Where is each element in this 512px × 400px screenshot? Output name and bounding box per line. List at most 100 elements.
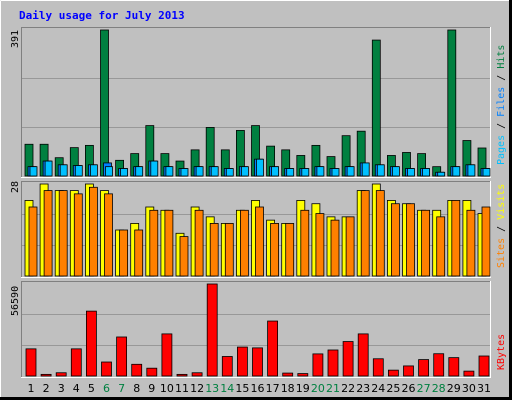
visits-ymax-label: 28 — [10, 181, 21, 193]
day-label-24: 24 — [371, 382, 385, 395]
bar-kbytes-day-2 — [40, 373, 52, 377]
bar-kbytes-day-1 — [25, 348, 37, 377]
bar-sites-day-1 — [28, 206, 38, 277]
legend-kbytes: KBytes — [496, 334, 507, 370]
bar-sites-day-10 — [164, 209, 174, 277]
bar-pages-day-6 — [105, 166, 113, 177]
day-label-29: 29 — [447, 382, 461, 395]
day-label-31: 31 — [477, 382, 491, 395]
bar-hits-day-6 — [100, 29, 109, 177]
day-label-28: 28 — [432, 382, 446, 395]
legend-files: Files — [496, 87, 507, 117]
day-label-9: 9 — [148, 382, 155, 395]
day-label-1: 1 — [28, 382, 35, 395]
day-label-7: 7 — [118, 382, 125, 395]
bar-kbytes-day-19 — [297, 373, 309, 377]
bar-kbytes-day-31 — [478, 355, 490, 377]
bar-kbytes-day-25 — [387, 369, 399, 377]
bar-sites-day-22 — [345, 216, 355, 277]
day-label-14: 14 — [220, 382, 234, 395]
day-label-27: 27 — [417, 382, 431, 395]
bar-pages-day-16 — [256, 158, 264, 177]
bar-sites-day-2 — [43, 190, 53, 277]
day-label-16: 16 — [251, 382, 265, 395]
day-label-21: 21 — [326, 382, 340, 395]
bar-sites-day-17 — [270, 223, 280, 277]
legend-visits-sites: Sites / Visits — [496, 184, 507, 268]
bar-sites-day-24 — [375, 190, 385, 277]
bar-kbytes-day-29 — [448, 357, 460, 377]
bar-sites-day-28 — [436, 216, 446, 277]
bar-sites-day-20 — [315, 213, 325, 277]
bar-kbytes-day-10 — [161, 333, 173, 377]
day-label-11: 11 — [175, 382, 189, 395]
bar-sites-day-4 — [73, 193, 83, 277]
bar-kbytes-day-27 — [418, 359, 430, 377]
legend-hits-files-pages: Pages / Files / Hits — [496, 45, 507, 165]
bar-sites-day-18 — [285, 223, 295, 277]
bar-kbytes-day-8 — [131, 363, 143, 377]
bar-sites-day-29 — [451, 200, 461, 277]
day-label-20: 20 — [311, 382, 325, 395]
bar-sites-day-15 — [239, 209, 249, 277]
bar-pages-day-29 — [452, 166, 461, 177]
bar-pages-day-22 — [346, 166, 355, 177]
bar-sites-day-11 — [179, 236, 189, 277]
chart-bars — [22, 29, 491, 377]
bar-kbytes-day-13 — [206, 283, 218, 377]
bar-pages-day-3 — [59, 164, 68, 177]
legend-sep: / — [496, 117, 507, 135]
bar-pages-day-18 — [286, 168, 295, 177]
bar-kbytes-day-11 — [176, 373, 188, 377]
bar-pages-day-7 — [120, 168, 128, 177]
legend-hits: Hits — [496, 45, 507, 69]
bar-sites-day-9 — [149, 209, 159, 277]
bar-hits-day-24 — [371, 39, 381, 177]
bar-sites-day-6 — [104, 193, 113, 277]
bar-sites-day-27 — [421, 209, 431, 277]
bar-kbytes-day-23 — [357, 333, 369, 377]
bar-sites-day-23 — [360, 190, 370, 277]
bar-pages-day-27 — [422, 168, 431, 177]
bar-pages-day-21 — [331, 168, 340, 177]
bar-sites-day-26 — [406, 203, 415, 277]
bar-kbytes-day-15 — [236, 346, 248, 377]
bar-sites-day-30 — [466, 209, 476, 277]
bar-pages-day-30 — [467, 164, 476, 177]
bar-pages-day-1 — [29, 166, 38, 177]
bar-kbytes-day-30 — [463, 370, 475, 377]
bar-pages-day-10 — [165, 166, 174, 177]
bar-pages-day-2 — [44, 160, 53, 177]
bar-pages-day-4 — [74, 165, 83, 177]
bar-sites-day-19 — [300, 209, 310, 277]
bar-kbytes-day-24 — [372, 358, 384, 377]
bar-kbytes-day-20 — [312, 353, 324, 377]
bar-pages-day-5 — [90, 164, 98, 177]
legend-sep: / — [496, 69, 507, 87]
day-label-6: 6 — [103, 382, 110, 395]
bar-sites-day-31 — [481, 206, 491, 277]
bar-kbytes-day-6 — [101, 361, 112, 377]
bar-pages-day-26 — [407, 168, 415, 177]
bar-sites-day-21 — [330, 219, 340, 277]
chart-title: Daily usage for July 2013 — [19, 9, 185, 22]
bar-pages-day-20 — [316, 166, 325, 177]
bar-sites-day-3 — [58, 190, 68, 277]
day-label-26: 26 — [402, 382, 416, 395]
hits-ymax-label: 391 — [10, 30, 21, 48]
bar-pages-day-31 — [482, 168, 491, 177]
day-label-17: 17 — [266, 382, 280, 395]
bar-sites-day-14 — [224, 223, 234, 277]
bar-kbytes-day-9 — [146, 367, 158, 377]
bar-kbytes-day-14 — [221, 356, 233, 377]
bar-kbytes-day-7 — [116, 336, 127, 377]
bar-pages-day-28 — [437, 171, 446, 177]
bar-kbytes-day-5 — [86, 310, 97, 377]
bar-sites-day-13 — [209, 223, 219, 277]
legend-visits: Visits — [496, 184, 507, 220]
day-label-23: 23 — [356, 382, 370, 395]
bar-pages-day-24 — [376, 164, 385, 177]
day-labels: 1 2 3 4 5 6 7 8 9 10 11 12 13 14 15 16 17 18 19 20 21 22 23 24 2… — [28, 382, 492, 395]
bar-pages-day-13 — [210, 166, 219, 177]
